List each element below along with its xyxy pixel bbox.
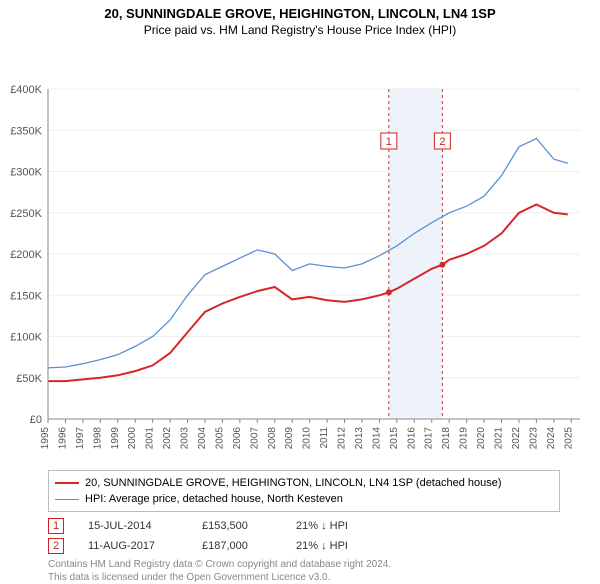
x-tick-label: 2019 xyxy=(459,427,470,450)
legend-swatch xyxy=(55,482,79,484)
x-tick-label: 2009 xyxy=(284,427,295,450)
marker-dot xyxy=(439,262,445,268)
series-hpi xyxy=(48,139,568,368)
x-tick-label: 2001 xyxy=(145,427,156,450)
x-tick-label: 2008 xyxy=(267,427,278,450)
legend: 20, SUNNINGDALE GROVE, HEIGHINGTON, LINC… xyxy=(48,470,560,512)
x-tick-label: 1998 xyxy=(92,427,103,450)
event-date: 15-JUL-2014 xyxy=(88,520,178,532)
legend-row: HPI: Average price, detached house, Nort… xyxy=(55,491,553,507)
series-property xyxy=(48,205,568,382)
marker-badge-label: 2 xyxy=(439,136,445,148)
event-badge: 2 xyxy=(48,538,64,554)
x-tick-label: 1996 xyxy=(57,427,68,450)
x-tick-label: 2017 xyxy=(424,427,435,450)
legend-swatch xyxy=(55,499,79,500)
event-change: 21% ↓ HPI xyxy=(296,540,348,552)
y-tick-label: £50K xyxy=(16,373,42,385)
y-tick-label: £150K xyxy=(10,290,42,302)
x-tick-label: 2015 xyxy=(389,427,400,450)
event-table: 1 15-JUL-2014 £153,500 21% ↓ HPI 2 11-AUG-201… xyxy=(48,516,560,556)
x-tick-label: 2023 xyxy=(528,427,539,450)
event-badge: 1 xyxy=(48,518,64,534)
y-tick-label: £0 xyxy=(30,414,42,426)
x-tick-label: 2002 xyxy=(162,427,173,450)
x-tick-label: 2010 xyxy=(302,427,313,450)
chart-subtitle: Price paid vs. HM Land Registry's House … xyxy=(0,21,600,41)
event-price: £187,000 xyxy=(202,540,272,552)
x-tick-label: 2004 xyxy=(197,427,208,450)
x-tick-label: 2007 xyxy=(249,427,260,450)
y-tick-label: £300K xyxy=(10,167,42,179)
x-tick-label: 2012 xyxy=(337,427,348,450)
event-price: £153,500 xyxy=(202,520,272,532)
x-tick-label: 2011 xyxy=(319,427,330,449)
x-tick-label: 2000 xyxy=(127,427,138,450)
legend-label: 20, SUNNINGDALE GROVE, HEIGHINGTON, LINC… xyxy=(85,477,502,489)
footer: Contains HM Land Registry data © Crown c… xyxy=(48,558,560,584)
event-row: 2 11-AUG-2017 £187,000 21% ↓ HPI xyxy=(48,536,560,556)
x-tick-label: 2022 xyxy=(511,427,522,450)
footer-line-2: This data is licensed under the Open Gov… xyxy=(48,571,560,584)
x-tick-label: 2014 xyxy=(371,427,382,450)
y-tick-label: £200K xyxy=(10,249,42,261)
x-tick-label: 2021 xyxy=(494,427,505,450)
x-tick-label: 2025 xyxy=(563,427,574,450)
x-tick-label: 1995 xyxy=(40,427,51,450)
x-tick-label: 2024 xyxy=(546,427,557,450)
x-tick-label: 2006 xyxy=(232,427,243,450)
x-tick-label: 1999 xyxy=(110,427,121,450)
event-change: 21% ↓ HPI xyxy=(296,520,348,532)
x-tick-label: 2005 xyxy=(214,427,225,450)
marker-badge-label: 1 xyxy=(386,136,392,148)
x-tick-label: 1997 xyxy=(75,427,86,450)
x-tick-label: 2003 xyxy=(180,427,191,450)
y-tick-label: £400K xyxy=(10,84,42,96)
y-tick-label: £100K xyxy=(10,332,42,344)
marker-dot xyxy=(386,289,392,295)
event-date: 11-AUG-2017 xyxy=(88,540,178,552)
x-tick-label: 2018 xyxy=(441,427,452,450)
price-chart: £0 £50K £100K £150K £200K £250K £300K £350K £400… xyxy=(0,41,600,459)
x-tick-label: 2013 xyxy=(354,427,365,450)
event-row: 1 15-JUL-2014 £153,500 21% ↓ HPI xyxy=(48,516,560,536)
x-tick-label: 2020 xyxy=(476,427,487,450)
chart-title: 20, SUNNINGDALE GROVE, HEIGHINGTON, LINC… xyxy=(0,0,600,21)
legend-row: 20, SUNNINGDALE GROVE, HEIGHINGTON, LINC… xyxy=(55,475,553,491)
x-tick-label: 2016 xyxy=(406,427,417,450)
legend-label: HPI: Average price, detached house, Nort… xyxy=(85,493,343,505)
y-tick-label: £250K xyxy=(10,208,42,220)
y-tick-label: £350K xyxy=(10,125,42,137)
